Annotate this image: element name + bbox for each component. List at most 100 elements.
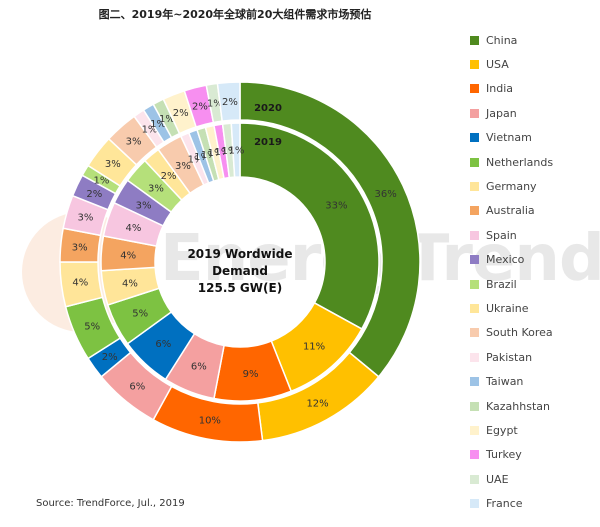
legend-label: Spain [486, 228, 517, 242]
legend-swatch [470, 230, 479, 240]
value-label-2020-13: 1% [142, 124, 158, 135]
legend-swatch [470, 133, 479, 143]
value-label-2019-9: 3% [136, 200, 152, 211]
legend-swatch [470, 474, 479, 484]
legend-item-pakistan: Pakistan [470, 345, 600, 369]
legend-label: Germany [486, 180, 537, 194]
slice-2019-china [239, 122, 380, 330]
legend-item-south-korea: South Korea [470, 321, 600, 345]
value-label-2020-5: 5% [84, 321, 100, 332]
value-label-2019-16: 1% [208, 148, 224, 159]
ring-label-2019: 2019 [254, 137, 282, 148]
legend-item-mexico: Mexico [470, 248, 600, 272]
legend-label: India [486, 82, 513, 96]
legend-label: Japan [486, 106, 517, 120]
legend-swatch [470, 425, 479, 435]
legend-swatch [470, 108, 479, 118]
value-label-2020-10: 1% [93, 176, 109, 187]
legend-label: Vietnam [486, 131, 532, 145]
value-label-2019-14: 1% [194, 152, 210, 163]
legend-label: Kazahhstan [486, 399, 550, 413]
legend-label: Egypt [486, 423, 518, 437]
value-label-2019-8: 4% [126, 223, 142, 234]
legend-label: Australia [486, 204, 535, 218]
ring-label-2020: 2020 [254, 103, 282, 114]
legend-swatch [470, 206, 479, 216]
legend-swatch [470, 84, 479, 94]
legend-item-turkey: Turkey [470, 443, 600, 467]
legend-swatch [470, 35, 479, 45]
value-label-2019-3: 6% [191, 362, 207, 373]
value-label-2019-6: 4% [122, 278, 138, 289]
chart-title: 图二、2019年~2020年全球前20大组件需求市场预估 [98, 8, 372, 21]
legend-swatch [470, 157, 479, 167]
legend-label: Brazil [486, 277, 517, 291]
legend-label: USA [486, 58, 509, 72]
legend-item-china: China [470, 28, 600, 52]
legend-label: UAE [486, 472, 509, 486]
center-label-line-3: 125.5 GW(E) [198, 281, 282, 295]
legend-swatch [470, 279, 479, 289]
legend-swatch [470, 303, 479, 313]
value-label-2020-9: 2% [86, 189, 102, 200]
value-label-2019-17: 1% [215, 147, 231, 158]
legend-item-japan: Japan [470, 101, 600, 125]
center-label-line-2: Demand [212, 264, 268, 278]
legend-swatch [470, 255, 479, 265]
value-label-2020-14: 1% [150, 119, 166, 130]
legend-item-netherlands: Netherlands [470, 150, 600, 174]
slice-2020-france [216, 81, 241, 122]
legend-swatch [470, 182, 479, 192]
value-label-2020-16: 2% [173, 108, 189, 119]
value-label-2019-1: 11% [303, 342, 325, 353]
value-label-2019-19: 1% [229, 146, 245, 157]
donut-chart: 36%12%10%6%2%5%4%3%3%2%1%3%3%1%1%1%2%2%1… [59, 81, 421, 443]
value-label-2020-2: 10% [199, 416, 221, 427]
legend-item-usa: USA [470, 52, 600, 76]
legend-item-taiwan: Taiwan [470, 369, 600, 393]
legend-label: France [486, 497, 523, 511]
legend-swatch [470, 450, 479, 460]
legend-item-egypt: Egypt [470, 418, 600, 442]
legend-swatch [470, 328, 479, 338]
legend-item-france: France [470, 491, 600, 515]
value-label-2019-0: 33% [325, 200, 347, 211]
legend-item-spain: Spain [470, 223, 600, 247]
value-label-2020-0: 36% [375, 189, 397, 200]
value-label-2019-10: 3% [148, 183, 164, 194]
legend-label: Taiwan [486, 375, 524, 389]
value-label-2019-13: 1% [188, 155, 204, 166]
value-label-2020-1: 12% [306, 399, 328, 410]
legend-swatch [470, 499, 479, 509]
value-label-2019-7: 4% [120, 250, 136, 261]
value-label-2019-11: 2% [161, 171, 177, 182]
value-label-2020-11: 3% [105, 159, 121, 170]
legend-swatch [470, 377, 479, 387]
value-label-2019-15: 1% [201, 150, 217, 161]
value-label-2020-15: 1% [159, 114, 175, 125]
center-label-line-1: 2019 Wordwide [187, 247, 292, 261]
legend-swatch [470, 352, 479, 362]
legend-swatch [470, 60, 479, 70]
value-label-2020-3: 6% [129, 382, 145, 393]
legend-item-brazil: Brazil [470, 272, 600, 296]
slice-2019-france [230, 122, 241, 178]
legend-item-vietnam: Vietnam [470, 126, 600, 150]
legend-label: Netherlands [486, 155, 554, 169]
value-label-2020-7: 3% [72, 242, 88, 253]
legend-item-uae: UAE [470, 467, 600, 491]
value-label-2020-19: 2% [222, 97, 238, 108]
legend-label: Turkey [486, 448, 522, 462]
value-label-2020-8: 3% [77, 213, 93, 224]
legend-item-australia: Australia [470, 199, 600, 223]
legend-label: China [486, 33, 518, 47]
value-label-2019-2: 9% [243, 369, 259, 380]
value-label-2020-4: 2% [102, 352, 118, 363]
value-label-2020-18: 1% [207, 98, 223, 109]
value-label-2020-12: 3% [126, 137, 142, 148]
value-label-2019-4: 6% [155, 339, 171, 350]
legend: China USA India Japan Vietnam Netherlands Germ… [470, 28, 600, 516]
legend-item-kazahhstan: Kazahhstan [470, 394, 600, 418]
legend-label: South Korea [486, 326, 553, 340]
legend-label: Mexico [486, 253, 525, 267]
